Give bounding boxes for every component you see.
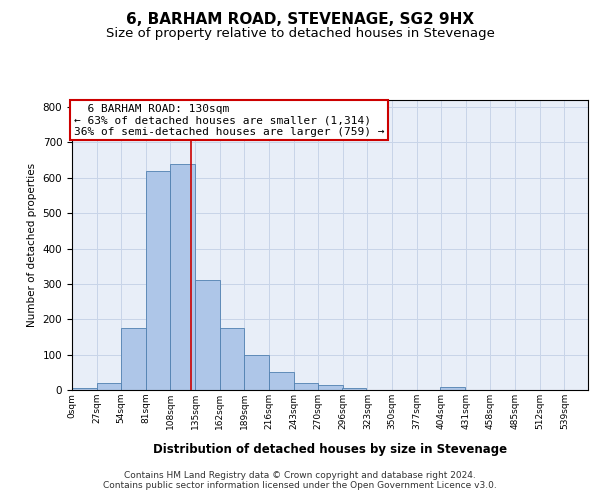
Bar xyxy=(269,372,293,390)
Y-axis label: Number of detached properties: Number of detached properties xyxy=(27,163,37,327)
Text: Size of property relative to detached houses in Stevenage: Size of property relative to detached ho… xyxy=(106,28,494,40)
Text: 6, BARHAM ROAD, STEVENAGE, SG2 9HX: 6, BARHAM ROAD, STEVENAGE, SG2 9HX xyxy=(126,12,474,28)
Bar xyxy=(121,328,146,390)
Text: Distribution of detached houses by size in Stevenage: Distribution of detached houses by size … xyxy=(153,442,507,456)
Bar xyxy=(72,388,97,390)
Bar xyxy=(244,354,269,390)
Bar xyxy=(146,170,170,390)
Bar xyxy=(293,383,318,390)
Bar xyxy=(170,164,195,390)
Bar xyxy=(195,280,220,390)
Text: 6 BARHAM ROAD: 130sqm  
← 63% of detached houses are smaller (1,314)
36% of semi: 6 BARHAM ROAD: 130sqm ← 63% of detached … xyxy=(74,104,385,136)
Bar xyxy=(440,387,465,390)
Bar xyxy=(342,388,367,390)
Text: Contains HM Land Registry data © Crown copyright and database right 2024.
Contai: Contains HM Land Registry data © Crown c… xyxy=(103,470,497,490)
Bar xyxy=(220,328,244,390)
Bar xyxy=(97,383,121,390)
Bar xyxy=(318,384,343,390)
